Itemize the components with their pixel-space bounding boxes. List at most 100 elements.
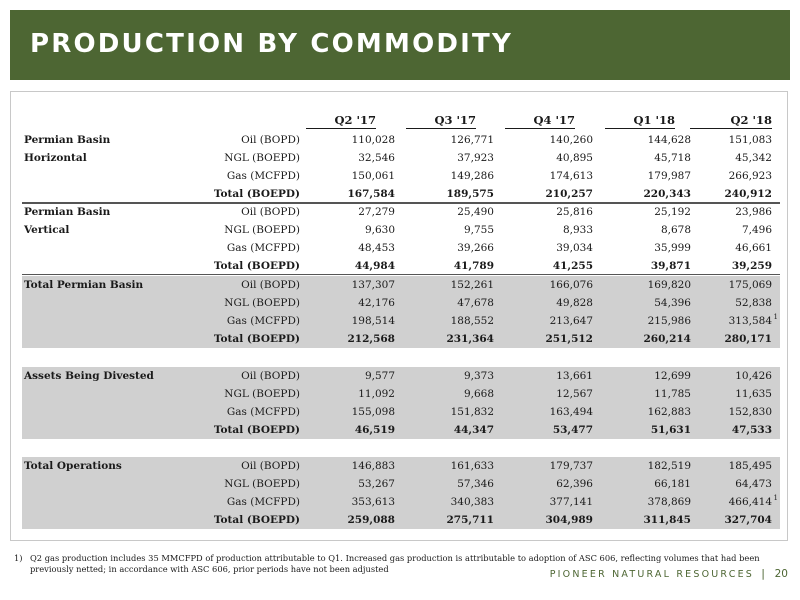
metric-label: Total (BOEPD) xyxy=(213,424,300,436)
footnote-marker: 1 xyxy=(773,494,778,502)
value-cell: 39,034 xyxy=(556,242,593,254)
value-cell: 52,838 xyxy=(735,297,772,309)
column-header: Q1 '18 xyxy=(605,113,675,129)
table-row: Gas (MCFPD) 150,061 149,286 174,613 179,987 2… xyxy=(22,167,780,185)
value-cell: 231,364 xyxy=(446,333,495,345)
value-cell: 41,255 xyxy=(552,260,593,272)
metric-label: Total (BOEPD) xyxy=(213,188,300,200)
value-cell: 45,718 xyxy=(654,152,691,164)
value-cell: 12,567 xyxy=(556,388,593,400)
table-row: Total Operations Oil (BOPD) 146,883 161,633… xyxy=(22,457,780,475)
value-cell: 137,307 xyxy=(351,279,395,291)
value-cell: 37,923 xyxy=(457,152,494,164)
value-cell: 9,373 xyxy=(463,370,494,382)
value-cell: 11,092 xyxy=(358,388,395,400)
value-cell: 162,883 xyxy=(647,406,691,418)
value-cell: 46,519 xyxy=(354,424,395,436)
value-cell: 161,633 xyxy=(450,460,494,472)
value-cell: 378,869 xyxy=(647,496,691,508)
title-bar: PRODUCTION BY COMMODITY xyxy=(10,10,790,80)
value-cell: 47,533 xyxy=(731,424,772,436)
column-header: Q3 '17 xyxy=(406,113,476,129)
footer-separator: | xyxy=(761,567,765,580)
value-cell: 41,789 xyxy=(453,260,494,272)
value-cell: 179,987 xyxy=(647,170,691,182)
section-divider xyxy=(22,203,780,204)
metric-label: Total (BOEPD) xyxy=(213,260,300,272)
region-label: Vertical xyxy=(24,224,70,236)
metric-label: Gas (MCFPD) xyxy=(226,406,300,418)
table-row: Total (BOEPD) 46,519 44,347 53,477 51,631 47,… xyxy=(22,421,780,439)
table-row: Total (BOEPD) 259,088 275,711 304,989 311,84… xyxy=(22,511,780,529)
value-cell: 11,635 xyxy=(735,388,772,400)
value-cell: 47,678 xyxy=(457,297,494,309)
value-cell: 166,076 xyxy=(549,279,593,291)
value-cell: 39,871 xyxy=(650,260,691,272)
value-cell: 152,261 xyxy=(450,279,494,291)
metric-label: Oil (BOPD) xyxy=(241,134,300,146)
value-cell: 313,584 xyxy=(728,315,772,327)
value-cell: 49,828 xyxy=(556,297,593,309)
metric-label: NGL (BOEPD) xyxy=(224,297,300,309)
value-cell: 215,986 xyxy=(647,315,691,327)
metric-label: NGL (BOEPD) xyxy=(224,224,300,236)
value-cell: 167,584 xyxy=(347,188,396,200)
value-cell: 66,181 xyxy=(654,478,691,490)
region-label: Assets Being Divested xyxy=(24,370,154,382)
value-cell: 210,257 xyxy=(545,188,594,200)
table-row: Horizontal NGL (BOEPD) 32,546 37,923 40,895 4… xyxy=(22,149,780,167)
value-cell: 466,414 xyxy=(728,496,772,508)
value-cell: 146,883 xyxy=(351,460,395,472)
footnote-marker: 1 xyxy=(773,313,778,321)
value-cell: 9,630 xyxy=(364,224,395,236)
value-cell: 51,631 xyxy=(650,424,691,436)
value-cell: 53,267 xyxy=(358,478,395,490)
value-cell: 304,989 xyxy=(545,514,594,526)
table-row: Assets Being Divested Oil (BOPD) 9,577 9,37… xyxy=(22,367,780,385)
metric-label: Oil (BOPD) xyxy=(241,460,300,472)
value-cell: 212,568 xyxy=(347,333,396,345)
table-frame xyxy=(10,91,788,541)
value-cell: 174,613 xyxy=(549,170,593,182)
page-title: PRODUCTION BY COMMODITY xyxy=(30,29,514,59)
column-header: Q2 '18 xyxy=(690,113,772,129)
value-cell: 40,895 xyxy=(556,152,593,164)
value-cell: 144,628 xyxy=(647,134,691,146)
table-row: NGL (BOEPD) 11,092 9,668 12,567 11,785 11,635 xyxy=(22,385,780,403)
value-cell: 32,546 xyxy=(358,152,395,164)
value-cell: 280,171 xyxy=(724,333,773,345)
value-cell: 377,141 xyxy=(549,496,593,508)
value-cell: 169,820 xyxy=(647,279,691,291)
value-cell: 311,845 xyxy=(643,514,692,526)
value-cell: 57,346 xyxy=(457,478,494,490)
table-row: NGL (BOEPD) 53,267 57,346 62,396 66,181 64,47… xyxy=(22,475,780,493)
table-row: Gas (MCFPD) 155,098 151,832 163,494 162,883 1… xyxy=(22,403,780,421)
value-cell: 8,933 xyxy=(562,224,593,236)
value-cell: 220,343 xyxy=(643,188,692,200)
table-row: Total (BOEPD) 44,984 41,789 41,255 39,871 39,… xyxy=(22,257,780,275)
metric-label: NGL (BOEPD) xyxy=(224,388,300,400)
value-cell: 23,986 xyxy=(735,206,772,218)
value-cell: 45,342 xyxy=(735,152,772,164)
metric-label: Gas (MCFPD) xyxy=(226,242,300,254)
value-cell: 266,923 xyxy=(728,170,772,182)
value-cell: 152,830 xyxy=(728,406,772,418)
value-cell: 9,668 xyxy=(463,388,494,400)
value-cell: 9,577 xyxy=(364,370,395,382)
region-label: Horizontal xyxy=(24,152,87,164)
table-row: Permian Basin Oil (BOPD) 27,279 25,490 25,81… xyxy=(22,203,780,221)
value-cell: 213,647 xyxy=(549,315,593,327)
footnote-text: Q2 gas production includes 35 MMCFPD of … xyxy=(30,553,760,574)
value-cell: 259,088 xyxy=(347,514,396,526)
metric-label: Oil (BOPD) xyxy=(241,370,300,382)
value-cell: 25,490 xyxy=(457,206,494,218)
value-cell: 340,383 xyxy=(450,496,494,508)
metric-label: NGL (BOEPD) xyxy=(224,478,300,490)
value-cell: 151,832 xyxy=(450,406,494,418)
table-row: Permian Basin Oil (BOPD) 110,028 126,771 140… xyxy=(22,131,780,149)
value-cell: 8,678 xyxy=(660,224,691,236)
metric-label: NGL (BOEPD) xyxy=(224,152,300,164)
region-label: Permian Basin xyxy=(24,134,111,146)
value-cell: 151,083 xyxy=(728,134,772,146)
value-cell: 140,260 xyxy=(549,134,593,146)
